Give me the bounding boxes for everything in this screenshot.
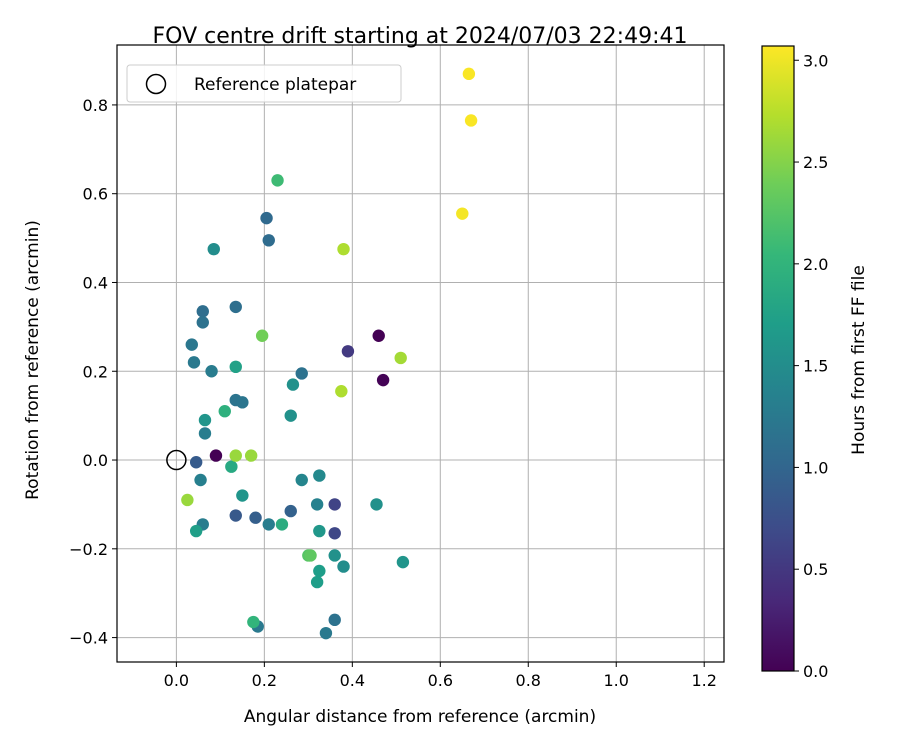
data-point [229, 300, 242, 314]
data-point [271, 174, 284, 187]
data-point [376, 373, 390, 387]
x-tick-label: 0.4 [340, 671, 365, 690]
colorbar-gradient [761, 45, 795, 672]
x-axis-label: Angular distance from reference (arcmin) [244, 707, 596, 727]
colorbar-label: Hours from first FF file [849, 265, 869, 455]
legend-box [126, 64, 402, 103]
colorbar-tick-label: 2.5 [803, 153, 828, 172]
data-point [198, 413, 212, 427]
data-point [313, 564, 326, 578]
data-point [310, 575, 324, 589]
data-point [229, 509, 242, 522]
data-point [462, 67, 476, 81]
data-point [337, 242, 350, 256]
data-point [396, 555, 410, 569]
data-point [196, 305, 209, 318]
colorbar-tick-label: 1.5 [803, 357, 828, 376]
legend-label-reference: Reference platepar [194, 75, 356, 95]
data-point [370, 498, 383, 511]
colorbar-tick-label: 0.5 [803, 560, 828, 579]
x-tick-label: 1.2 [691, 671, 716, 690]
y-tick-label: −0.4 [69, 629, 108, 648]
data-point [456, 207, 469, 220]
data-point [244, 449, 258, 462]
y-tick-label: 0.6 [83, 185, 108, 204]
data-point [286, 378, 300, 391]
data-point [372, 329, 385, 342]
data-point [189, 456, 203, 469]
data-point [185, 338, 198, 351]
data-point [295, 473, 308, 487]
x-axis-ticks: 0.0 0.2 0.4 0.6 0.8 1.0 1.2 [164, 662, 717, 690]
data-point [319, 626, 333, 640]
data-point [328, 613, 341, 627]
legend: Reference platepar [126, 64, 402, 103]
data-point [262, 234, 275, 247]
data-point [337, 560, 350, 573]
data-point [187, 356, 201, 369]
colorbar-tick-label: 1.0 [803, 458, 828, 477]
y-tick-label: 0.8 [83, 96, 108, 115]
data-point [260, 211, 273, 225]
y-axis-ticks: −0.4 −0.2 0.0 0.2 0.4 0.6 0.8 [69, 96, 117, 648]
data-point [341, 345, 355, 358]
data-point [394, 351, 407, 365]
data-point [229, 360, 242, 374]
data-points [181, 67, 478, 640]
x-tick-label: 0.2 [252, 671, 277, 690]
data-point [229, 449, 242, 462]
reference-layer [166, 449, 187, 471]
data-point [247, 615, 260, 629]
reference-point-marker [166, 449, 187, 471]
data-point [194, 473, 207, 487]
y-axis-label: Rotation from reference (arcmin) [23, 220, 43, 500]
data-point [249, 511, 262, 524]
data-point [225, 460, 238, 473]
legend-marker-reference [145, 73, 167, 95]
y-tick-label: 0.0 [83, 451, 108, 470]
colorbar-tick-label: 3.0 [803, 51, 828, 70]
data-point [284, 504, 297, 518]
data-point [335, 385, 348, 398]
data-point [196, 316, 209, 329]
data-point [189, 524, 203, 538]
data-point [236, 396, 249, 409]
data-point [181, 493, 194, 507]
plot-frame [116, 44, 725, 663]
data-point [255, 329, 269, 342]
colorbar-tick-label: 0.0 [803, 662, 828, 681]
data-point [275, 518, 289, 531]
data-point [313, 469, 326, 482]
data-point [198, 427, 212, 440]
data-point [209, 449, 223, 462]
colorbar: 0.0 0.5 1.0 1.5 2.0 2.5 3.0 Hours from first F… [761, 45, 869, 681]
y-tick-label: 0.4 [83, 273, 108, 292]
x-tick-label: 0.0 [164, 671, 189, 690]
x-tick-label: 0.8 [516, 671, 541, 690]
colorbar-tick-label: 2.0 [803, 255, 828, 274]
data-point [328, 549, 341, 562]
colorbar-ticks: 0.0 0.5 1.0 1.5 2.0 2.5 3.0 [794, 51, 828, 681]
grid [117, 45, 724, 662]
data-point [310, 498, 324, 511]
y-tick-label: 0.2 [83, 362, 108, 381]
data-point [304, 549, 317, 562]
data-point [218, 405, 231, 418]
data-point [328, 498, 341, 511]
data-point [236, 489, 249, 502]
data-point [284, 409, 297, 422]
data-point [464, 114, 478, 127]
data-point [205, 365, 218, 378]
data-point [328, 527, 341, 540]
data-point [295, 367, 308, 380]
data-point [207, 242, 220, 256]
data-point [262, 518, 275, 531]
x-tick-label: 1.0 [604, 671, 629, 690]
data-point [313, 524, 326, 538]
x-tick-label: 0.6 [428, 671, 453, 690]
y-tick-label: −0.2 [69, 540, 108, 559]
